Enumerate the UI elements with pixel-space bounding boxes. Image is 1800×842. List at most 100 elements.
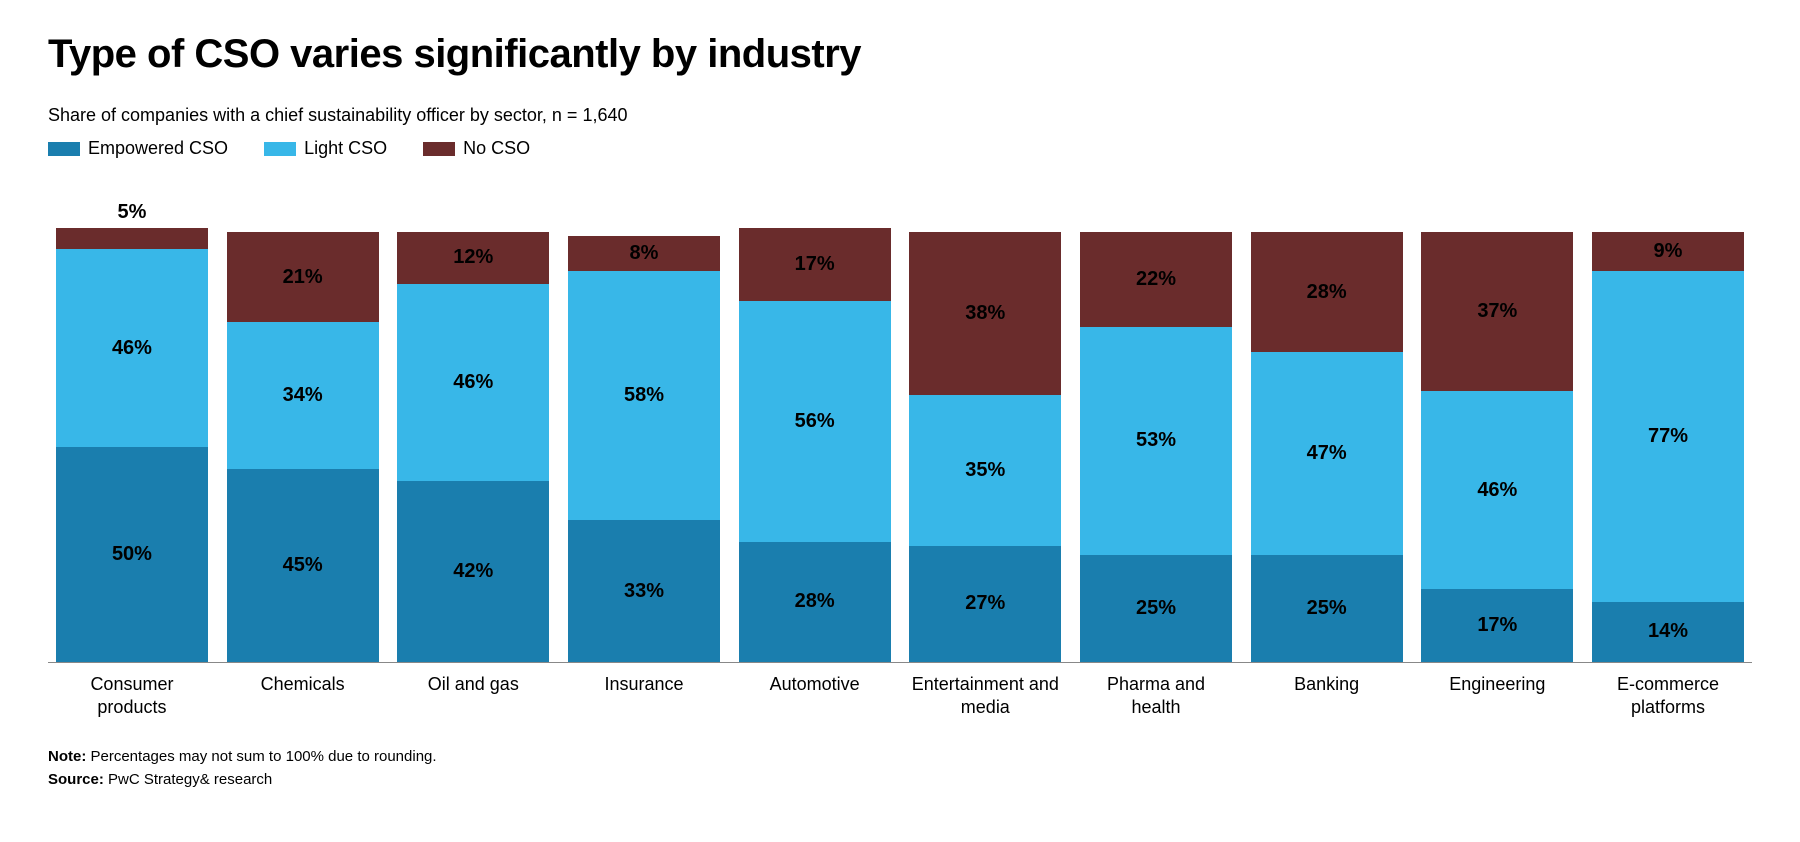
segment-value-label: 45% <box>283 554 323 577</box>
bar-segment-empowered: 27% <box>909 546 1061 662</box>
note-line: Note: Percentages may not sum to 100% du… <box>48 746 1752 769</box>
chart-area: 50% 46% 5% 45% 34% 21% 42% 46% 12% 33% 58% 8% 28% 56%… <box>48 183 1752 718</box>
legend-swatch <box>48 142 80 156</box>
segment-value-label: 37% <box>1477 300 1517 323</box>
bar-stack: 50% 46% 5% <box>56 228 208 662</box>
bar-segment-empowered: 50% <box>56 447 208 662</box>
chart-title: Type of CSO varies significantly by indu… <box>48 32 1752 77</box>
bar-stack: 27% 35% 38% <box>909 232 1061 662</box>
bar-stack: 28% 56% 17% <box>739 228 891 662</box>
legend-item: Empowered CSO <box>48 138 228 159</box>
bar-column: 25% 53% 22% <box>1080 232 1232 662</box>
segment-value-label: 12% <box>453 246 493 269</box>
bar-segment-empowered: 33% <box>568 520 720 662</box>
segment-value-label: 9% <box>1654 240 1683 263</box>
chart-footer: Note: Percentages may not sum to 100% du… <box>48 746 1752 791</box>
category-label: Pharma and health <box>1080 673 1232 718</box>
category-label: Automotive <box>739 673 891 718</box>
source-label: Source: <box>48 771 104 788</box>
bar-segment-none: 21% <box>227 232 379 322</box>
bar-column: 27% 35% 38% <box>909 232 1061 662</box>
bar-segment-light: 46% <box>1421 391 1573 589</box>
bar-segment-light: 35% <box>909 395 1061 546</box>
bar-segment-none: 28% <box>1251 232 1403 352</box>
legend-item: No CSO <box>423 138 530 159</box>
legend-label: Empowered CSO <box>88 138 228 159</box>
segment-value-label: 50% <box>112 543 152 566</box>
segment-value-label: 35% <box>965 459 1005 482</box>
legend-item: Light CSO <box>264 138 387 159</box>
segment-value-label: 17% <box>795 253 835 276</box>
bar-segment-light: 56% <box>739 301 891 542</box>
segment-value-label: 47% <box>1307 442 1347 465</box>
note-label: Note: <box>48 748 86 765</box>
segment-value-label: 42% <box>453 560 493 583</box>
bar-column: 17% 46% 37% <box>1421 232 1573 662</box>
segment-value-label: 77% <box>1648 425 1688 448</box>
bar-segment-light: 46% <box>56 249 208 447</box>
source-line: Source: PwC Strategy& research <box>48 769 1752 792</box>
bar-stack: 25% 47% 28% <box>1251 232 1403 662</box>
segment-value-label: 22% <box>1136 268 1176 291</box>
segment-value-label: 27% <box>965 592 1005 615</box>
legend-label: Light CSO <box>304 138 387 159</box>
legend: Empowered CSO Light CSO No CSO <box>48 138 1752 159</box>
bar-segment-none: 38% <box>909 232 1061 395</box>
bar-segment-empowered: 45% <box>227 469 379 663</box>
bar-segment-light: 58% <box>568 271 720 520</box>
bar-segment-empowered: 14% <box>1592 602 1744 662</box>
bar-column: 14% 77% 9% <box>1592 232 1744 662</box>
bar-segment-light: 47% <box>1251 352 1403 554</box>
category-label: Oil and gas <box>397 673 549 718</box>
bar-segment-empowered: 17% <box>1421 589 1573 662</box>
bar-segment-none: 5% <box>56 228 208 250</box>
bar-segment-none: 37% <box>1421 232 1573 391</box>
chart-subtitle: Share of companies with a chief sustaina… <box>48 105 1752 126</box>
category-label: Insurance <box>568 673 720 718</box>
bar-column: 42% 46% 12% <box>397 232 549 662</box>
bar-segment-light: 34% <box>227 322 379 468</box>
segment-value-label: 5% <box>118 201 147 224</box>
bar-stack: 45% 34% 21% <box>227 232 379 662</box>
bar-segment-empowered: 25% <box>1251 555 1403 663</box>
legend-swatch <box>423 142 455 156</box>
note-text: Percentages may not sum to 100% due to r… <box>91 748 437 765</box>
category-label: Engineering <box>1421 673 1573 718</box>
segment-value-label: 46% <box>453 371 493 394</box>
segment-value-label: 46% <box>112 337 152 360</box>
segment-value-label: 58% <box>624 384 664 407</box>
segment-value-label: 53% <box>1136 429 1176 452</box>
segment-value-label: 25% <box>1136 597 1176 620</box>
category-label: Banking <box>1251 673 1403 718</box>
category-label: E-commerce platforms <box>1592 673 1744 718</box>
bars-row: 50% 46% 5% 45% 34% 21% 42% 46% 12% 33% 58% 8% 28% 56%… <box>48 183 1752 663</box>
bar-segment-light: 53% <box>1080 327 1232 555</box>
bar-stack: 25% 53% 22% <box>1080 232 1232 662</box>
segment-value-label: 28% <box>795 590 835 613</box>
segment-value-label: 21% <box>283 266 323 289</box>
bar-segment-empowered: 25% <box>1080 555 1232 663</box>
bar-segment-light: 77% <box>1592 271 1744 602</box>
legend-label: No CSO <box>463 138 530 159</box>
segment-value-label: 8% <box>630 242 659 265</box>
segment-value-label: 17% <box>1477 614 1517 637</box>
bar-segment-none: 22% <box>1080 232 1232 327</box>
category-label: Entertainment and media <box>909 673 1061 718</box>
category-labels-row: Consumer products Chemicals Oil and gas Ins… <box>48 673 1752 718</box>
bar-column: 50% 46% 5% <box>56 228 208 662</box>
segment-value-label: 25% <box>1307 597 1347 620</box>
source-text: PwC Strategy& research <box>108 771 272 788</box>
segment-value-label: 33% <box>624 580 664 603</box>
bar-segment-none: 12% <box>397 232 549 284</box>
segment-value-label: 46% <box>1477 479 1517 502</box>
segment-value-label: 28% <box>1307 281 1347 304</box>
category-label: Chemicals <box>227 673 379 718</box>
bar-stack: 14% 77% 9% <box>1592 232 1744 662</box>
bar-stack: 42% 46% 12% <box>397 232 549 662</box>
category-label: Consumer products <box>56 673 208 718</box>
segment-value-label: 38% <box>965 302 1005 325</box>
bar-segment-empowered: 28% <box>739 542 891 662</box>
segment-value-label: 14% <box>1648 620 1688 643</box>
bar-column: 45% 34% 21% <box>227 232 379 662</box>
bar-column: 33% 58% 8% <box>568 236 720 662</box>
